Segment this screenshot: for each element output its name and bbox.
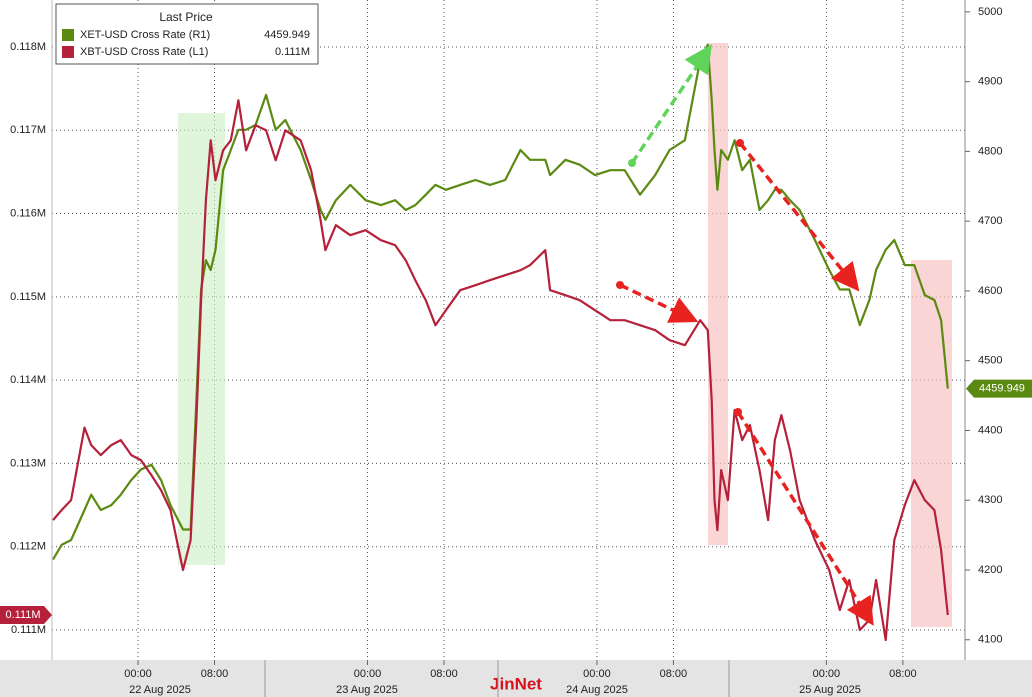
y2-tick-label: 4400 xyxy=(978,424,1002,436)
y2-tick-label: 4100 xyxy=(978,634,1002,646)
legend-swatch xyxy=(62,29,74,41)
last-value-tag xyxy=(966,379,1032,398)
arrow xyxy=(738,141,860,292)
x-tick-label: 00:00 xyxy=(354,668,382,680)
x-tick-label: 08:00 xyxy=(660,668,688,680)
x-tick-label: 00:00 xyxy=(124,668,152,680)
y2-tick-label: 4600 xyxy=(978,285,1002,297)
legend-title: Last Price xyxy=(159,10,213,24)
series-line xyxy=(52,99,949,642)
y-tick-label: 0.116M xyxy=(10,207,46,219)
y-tick-label: 0.114M xyxy=(10,374,46,386)
legend-label: XBT-USD Cross Rate (L1) xyxy=(80,46,208,58)
y-tick-label: 0.111M xyxy=(11,624,46,636)
y2-tick-label: 5000 xyxy=(978,6,1002,18)
legend-box xyxy=(55,3,319,65)
arrow-start xyxy=(616,281,624,289)
x-tick-label: 08:00 xyxy=(889,668,917,680)
y-tick-label: 0.118M xyxy=(10,41,46,53)
y-tick-label: 0.112M xyxy=(10,541,46,553)
highlight-zone xyxy=(708,43,728,545)
x-tick-label: 00:00 xyxy=(583,668,611,680)
last-value-tag-label: 0.111M xyxy=(5,609,40,621)
arrow-start xyxy=(734,408,742,416)
annotation-arrows xyxy=(616,44,874,626)
legend-value: 4459.949 xyxy=(264,29,310,41)
watermark: JinNet xyxy=(490,674,542,693)
arrow-start xyxy=(628,159,636,167)
x-tick-label: 08:00 xyxy=(430,668,458,680)
arrow-start xyxy=(736,139,744,147)
legend-swatch xyxy=(62,46,74,58)
last-value-tag xyxy=(0,606,52,625)
y-tick-label: 0.117M xyxy=(10,124,46,136)
y2-tick-label: 4800 xyxy=(978,145,1002,157)
y2-tick-label: 4200 xyxy=(978,564,1002,576)
legend: Last Price XET-USD Cross Rate (R1) 4459.9… xyxy=(55,3,319,65)
date-label: 23 Aug 2025 xyxy=(336,684,398,696)
y2-tick-label: 4300 xyxy=(978,494,1002,506)
y2-tick-label: 4500 xyxy=(978,355,1002,367)
arrow xyxy=(630,44,712,164)
date-label: 22 Aug 2025 xyxy=(129,684,191,696)
y-tick-label: 0.115M xyxy=(10,291,46,303)
date-label: 24 Aug 2025 xyxy=(566,684,628,696)
legend-label: XET-USD Cross Rate (R1) xyxy=(80,29,210,41)
date-label: 25 Aug 2025 xyxy=(799,684,861,696)
highlight-zone xyxy=(178,113,225,565)
y2-tick-label: 4900 xyxy=(978,76,1002,88)
x-tick-label: 00:00 xyxy=(813,668,841,680)
y-tick-label: 0.113M xyxy=(10,457,46,469)
legend-value: 0.111M xyxy=(275,46,310,58)
x-axis-band xyxy=(0,660,1032,697)
y2-tick-label: 4700 xyxy=(978,215,1002,227)
last-value-tag-label: 4459.949 xyxy=(979,383,1025,395)
x-tick-label: 08:00 xyxy=(201,668,229,680)
highlight-zone xyxy=(911,260,952,627)
